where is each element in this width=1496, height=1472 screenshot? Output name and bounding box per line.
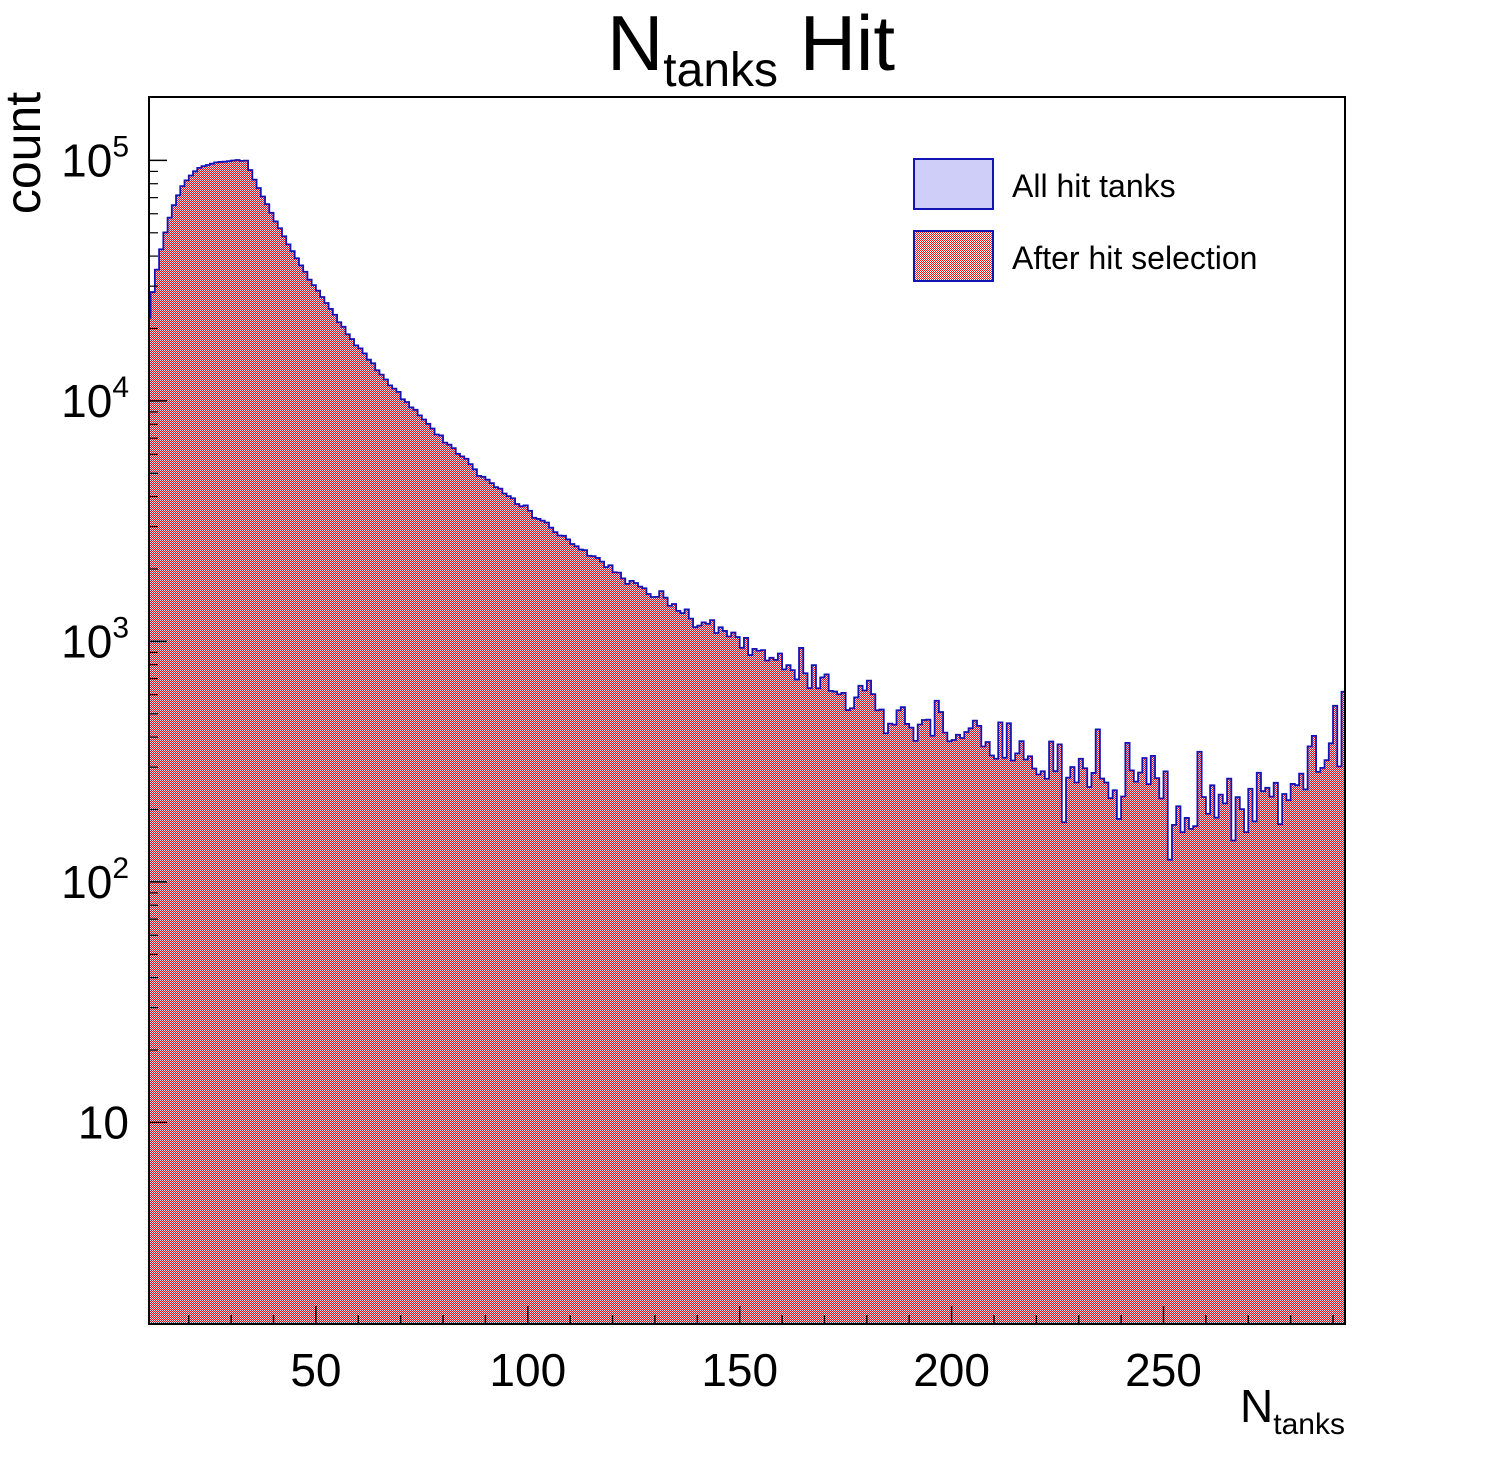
svg-text:Ntanks: Ntanks xyxy=(1240,1380,1345,1441)
svg-text:150: 150 xyxy=(701,1344,778,1396)
svg-text:100: 100 xyxy=(489,1344,566,1396)
svg-text:All hit tanks: All hit tanks xyxy=(1012,168,1176,204)
svg-text:Ntanks Hit: Ntanks Hit xyxy=(607,0,895,97)
svg-text:250: 250 xyxy=(1125,1344,1202,1396)
svg-text:104: 104 xyxy=(61,371,129,427)
svg-text:102: 102 xyxy=(61,852,129,908)
svg-text:200: 200 xyxy=(913,1344,990,1396)
svg-text:10: 10 xyxy=(78,1096,129,1148)
svg-text:count: count xyxy=(0,92,51,214)
svg-text:50: 50 xyxy=(290,1344,341,1396)
svg-text:103: 103 xyxy=(61,611,129,667)
svg-text:105: 105 xyxy=(61,130,129,186)
svg-text:After hit selection: After hit selection xyxy=(1012,240,1257,276)
